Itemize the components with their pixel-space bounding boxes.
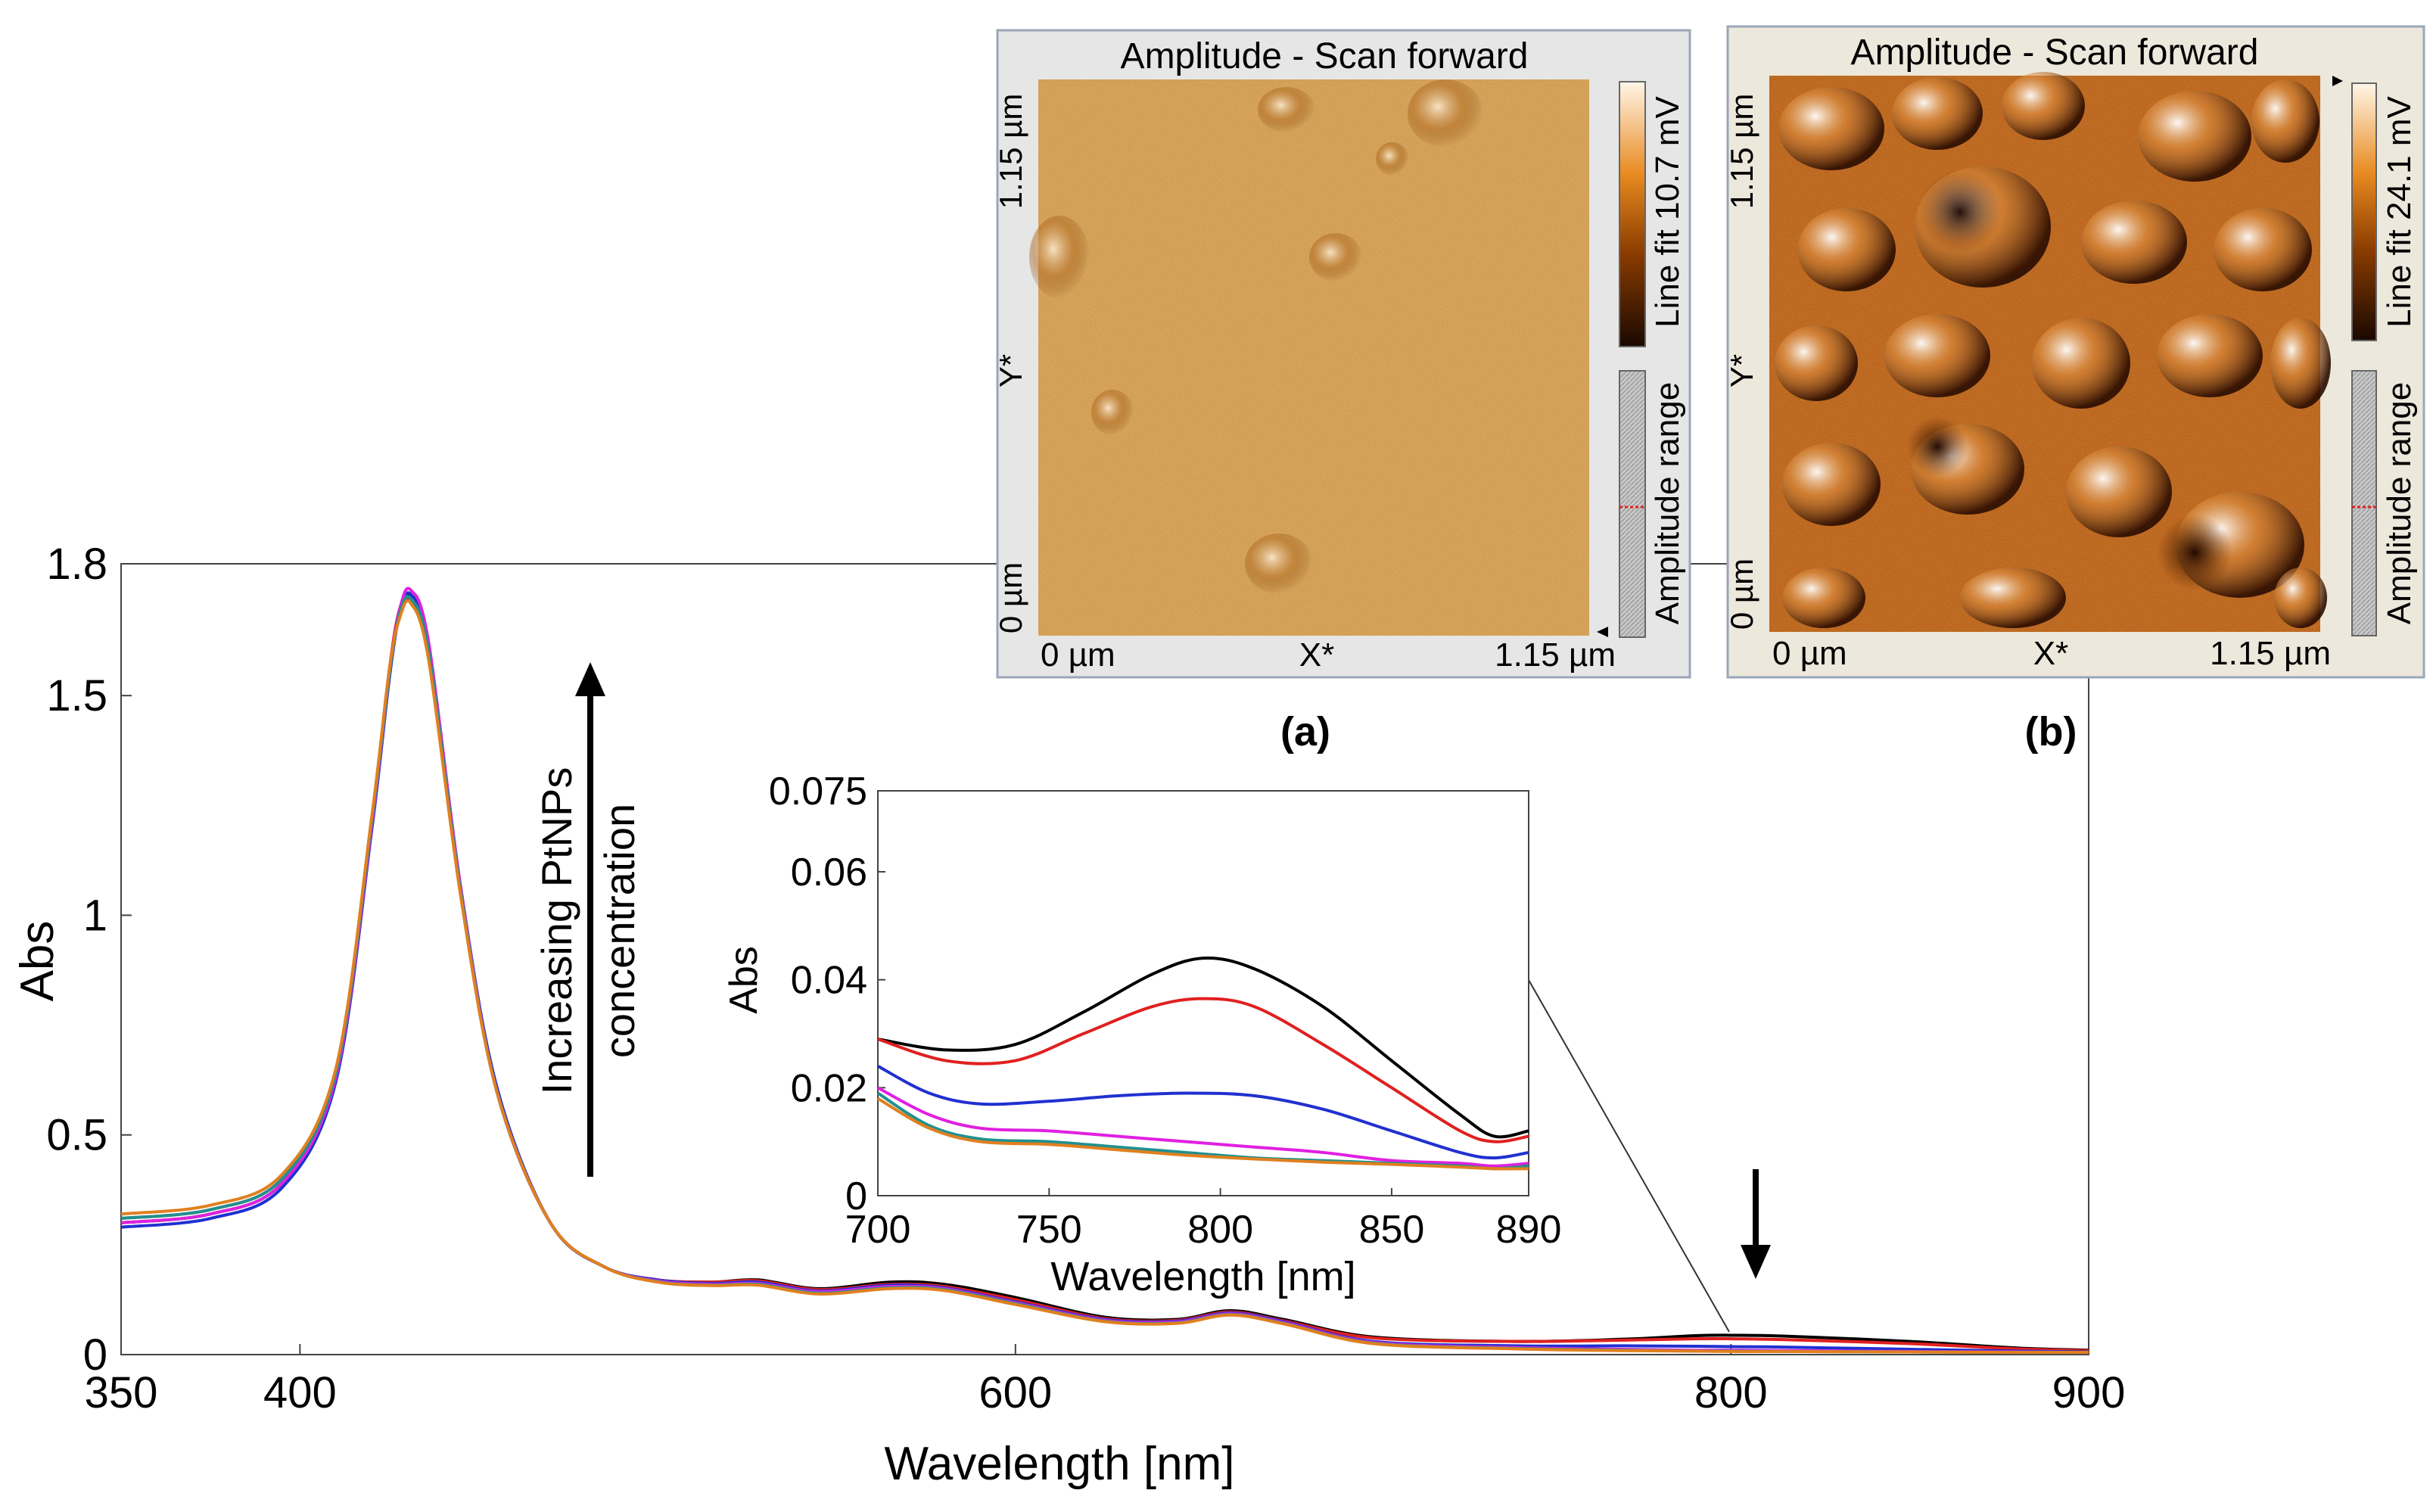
- inset-series-group: [876, 956, 1529, 1171]
- increase-annotation: Increasing PtNPs concentration: [533, 662, 643, 1177]
- main-y-tick-label: 0: [83, 1330, 107, 1380]
- afm-a-y-axis: Y*: [993, 354, 1028, 387]
- afm-a-x-axis: X*: [1299, 636, 1334, 674]
- inset-x-axis-label: Wavelength [nm]: [1050, 1254, 1355, 1299]
- afm-panel-b: Amplitude - Scan forward: [1724, 25, 2425, 754]
- main-x-tick-label: 600: [978, 1368, 1052, 1417]
- annotation-line-1: Increasing PtNPs: [533, 767, 580, 1095]
- afm-b-x-left: 0 µm: [1772, 635, 1847, 672]
- afm-a-marker: [1597, 627, 1608, 637]
- main-x-axis-label: Wavelength [nm]: [885, 1438, 1235, 1490]
- inset-y-tick-label: 0: [845, 1174, 867, 1218]
- afm-a-colorbar: [1619, 81, 1646, 347]
- main-x-tick-label: 800: [1694, 1368, 1768, 1417]
- afm-b-colorbar-label: Line fit 24.1 mV: [2381, 95, 2418, 327]
- series-line-s6: [120, 599, 2089, 1355]
- decrease-arrow: [1741, 1169, 1771, 1279]
- inset-y-tick-label: 0.04: [791, 959, 867, 1003]
- inset-x-tick-labels: 700 750 800 850 890: [845, 1208, 1562, 1252]
- afm-a-grains: [1029, 79, 1483, 594]
- series-line-orange: [876, 1097, 1529, 1171]
- afm-a-range-bar: [1619, 370, 1646, 638]
- inset-x-tick-label: 750: [1016, 1208, 1082, 1252]
- afm-a-y-top: 1.15 µm: [993, 94, 1028, 210]
- afm-b-x-axis: X*: [2033, 635, 2068, 672]
- afm-panel-a: Amplitude - Scan forward 1.15 µm Y* 0 µm…: [993, 29, 1691, 754]
- main-y-tick-label: 1: [83, 891, 107, 940]
- decrease-arrow-head: [1741, 1245, 1771, 1279]
- afm-a-panel-label: (a): [1280, 709, 1330, 754]
- series-line-blue: [877, 1065, 1529, 1160]
- main-series-group: [120, 586, 2089, 1355]
- inset-zoom-connector: [1528, 979, 1730, 1333]
- inset-y-tick-label: 0.02: [791, 1066, 867, 1110]
- afm-b-grains: [1775, 72, 2331, 628]
- inset-x-tick-label: 700: [845, 1208, 911, 1252]
- afm-b-range-label: Amplitude range: [2381, 382, 2418, 624]
- inset-y-axis-label: Abs: [722, 946, 766, 1014]
- afm-a-colorbar-label: Line fit 10.7 mV: [1649, 95, 1686, 327]
- main-chart: 350 400 600 800 900 0 0.5 1 1.5 1.8 Wave…: [11, 540, 2125, 1490]
- afm-a-range-label: Amplitude range: [1649, 382, 1686, 624]
- inset-x-tick-label: 890: [1496, 1208, 1562, 1252]
- inset-chart: 700 750 800 850 890 0 0.02 0.04 0.06 0.0…: [722, 770, 1561, 1299]
- main-x-tick-label: 900: [2052, 1368, 2126, 1417]
- inset-y-tick-label: 0.06: [791, 851, 867, 894]
- main-x-tick-label: 350: [85, 1368, 158, 1417]
- afm-b-x-right: 1.15 µm: [2210, 635, 2331, 672]
- afm-b-y-axis: Y*: [1724, 354, 1759, 387]
- main-x-tick-labels: 350 400 600 800 900: [85, 1368, 2126, 1417]
- afm-a-y-bottom: 0 µm: [993, 562, 1028, 633]
- afm-a-x-left: 0 µm: [1041, 636, 1115, 674]
- afm-b-title: Amplitude - Scan forward: [1851, 33, 2259, 73]
- inset-ticks: [877, 790, 1529, 1196]
- afm-a-texture: [1038, 79, 1589, 636]
- main-x-tick-label: 400: [263, 1368, 337, 1417]
- main-y-tick-label: 1.8: [46, 540, 107, 589]
- series-line-magenta: [877, 1086, 1529, 1168]
- afm-b-y-top: 1.15 µm: [1724, 94, 1759, 210]
- inset-x-tick-label: 800: [1187, 1208, 1253, 1252]
- afm-b-y-bottom: 0 µm: [1724, 558, 1759, 630]
- afm-a-title: Amplitude - Scan forward: [1121, 36, 1529, 76]
- afm-a-x-right: 1.15 µm: [1495, 636, 1616, 674]
- series-line-red: [877, 997, 1529, 1143]
- inset-x-tick-label: 850: [1359, 1208, 1425, 1252]
- main-y-tick-label: 0.5: [46, 1111, 107, 1160]
- main-y-tick-label: 1.5: [46, 671, 107, 720]
- annotation-line-2: concentration: [596, 804, 643, 1058]
- inset-y-tick-labels: 0 0.02 0.04 0.06 0.075: [769, 770, 867, 1218]
- inset-background: [878, 791, 1529, 1196]
- afm-b-range-bar: [2351, 370, 2377, 636]
- main-y-axis-label: Abs: [11, 921, 64, 1002]
- afm-b-marker: [2332, 76, 2343, 86]
- afm-b-colorbar: [2351, 82, 2377, 341]
- afm-b-panel-label: (b): [2025, 709, 2077, 754]
- main-y-tick-labels: 0 0.5 1 1.5 1.8: [46, 540, 107, 1380]
- inset-plot-frame: [877, 790, 1529, 1196]
- inset-y-tick-label: 0.075: [769, 770, 867, 814]
- increase-arrow-head: [575, 662, 605, 696]
- series-line-black: [877, 956, 1529, 1139]
